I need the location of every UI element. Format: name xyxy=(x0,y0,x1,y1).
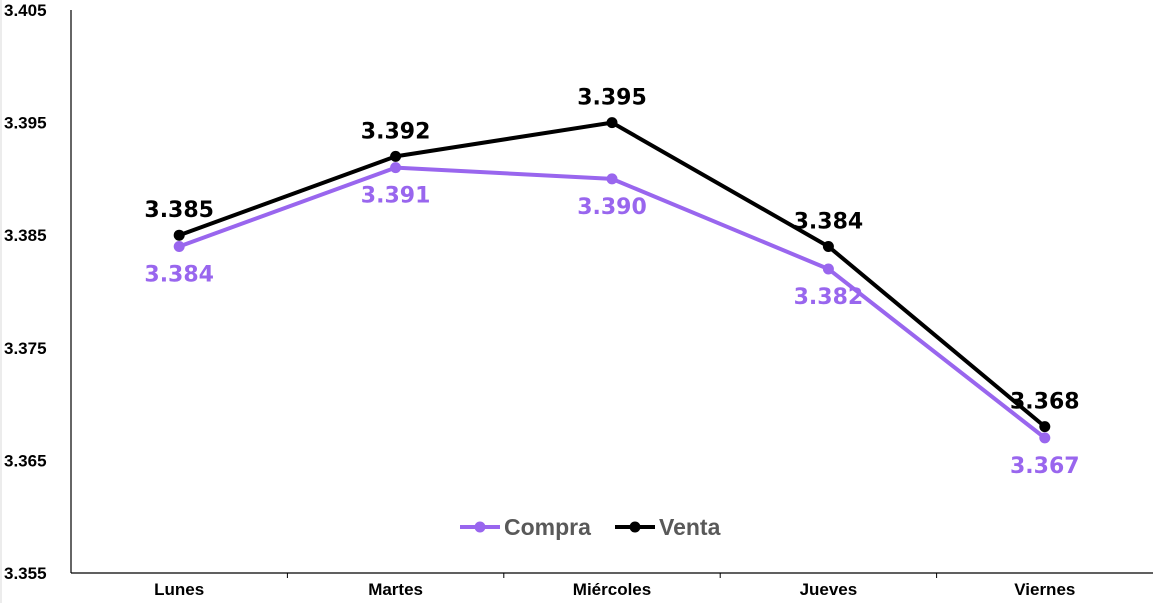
y-tick-label: 3.395 xyxy=(4,114,47,133)
x-axis-tick-labels: Lunes Martes Miércoles Jueves Viernes xyxy=(154,580,1075,599)
data-point-venta xyxy=(390,150,402,162)
y-tick-label: 3.365 xyxy=(4,451,47,470)
y-tick-label: 3.385 xyxy=(4,226,47,245)
legend-item-venta: Venta xyxy=(615,514,721,540)
data-point-compra xyxy=(173,240,185,252)
data-label-venta: 3.384 xyxy=(794,209,864,234)
legend-label-venta: Venta xyxy=(659,514,721,540)
series-line-venta xyxy=(178,120,1047,429)
data-point-venta xyxy=(173,229,185,241)
data-label-venta: 3.392 xyxy=(361,119,431,144)
x-axis-ticks xyxy=(286,573,938,578)
data-labels: 3.384 3.391 3.390 3.382 3.367 3.385 3.392 3.395… xyxy=(144,86,1079,479)
data-label-compra: 3.391 xyxy=(361,184,431,209)
legend: Compra Venta xyxy=(460,514,721,540)
data-label-compra: 3.382 xyxy=(794,285,864,310)
x-tick-label: Viernes xyxy=(1014,580,1075,599)
series-points xyxy=(173,117,1051,444)
data-point-compra xyxy=(390,162,402,174)
x-tick-label: Martes xyxy=(368,580,423,599)
data-label-venta: 3.385 xyxy=(144,198,214,223)
legend-label-compra: Compra xyxy=(504,514,591,540)
data-point-compra xyxy=(822,263,834,275)
data-label-venta: 3.395 xyxy=(577,86,647,111)
x-tick-label: Miércoles xyxy=(573,580,651,599)
data-point-compra xyxy=(1039,432,1051,444)
data-point-compra xyxy=(606,173,618,185)
data-label-compra: 3.384 xyxy=(144,262,214,287)
data-label-venta: 3.368 xyxy=(1010,390,1080,415)
legend-swatch-marker xyxy=(629,521,641,533)
data-point-venta xyxy=(1039,421,1051,433)
x-tick-label: Lunes xyxy=(154,580,204,599)
x-tick-label: Jueves xyxy=(800,580,858,599)
y-tick-label: 3.355 xyxy=(4,564,47,583)
data-point-venta xyxy=(606,117,618,129)
legend-swatch-marker xyxy=(474,521,486,533)
legend-item-compra: Compra xyxy=(460,514,591,540)
data-label-compra: 3.367 xyxy=(1010,454,1080,479)
data-label-compra: 3.390 xyxy=(577,195,647,220)
data-point-venta xyxy=(822,240,834,252)
y-axis-tick-labels: 3.355 3.365 3.375 3.385 3.395 3.405 xyxy=(4,1,47,583)
y-tick-label: 3.405 xyxy=(4,1,47,20)
y-tick-label: 3.375 xyxy=(4,339,47,358)
series-lines xyxy=(178,120,1047,440)
